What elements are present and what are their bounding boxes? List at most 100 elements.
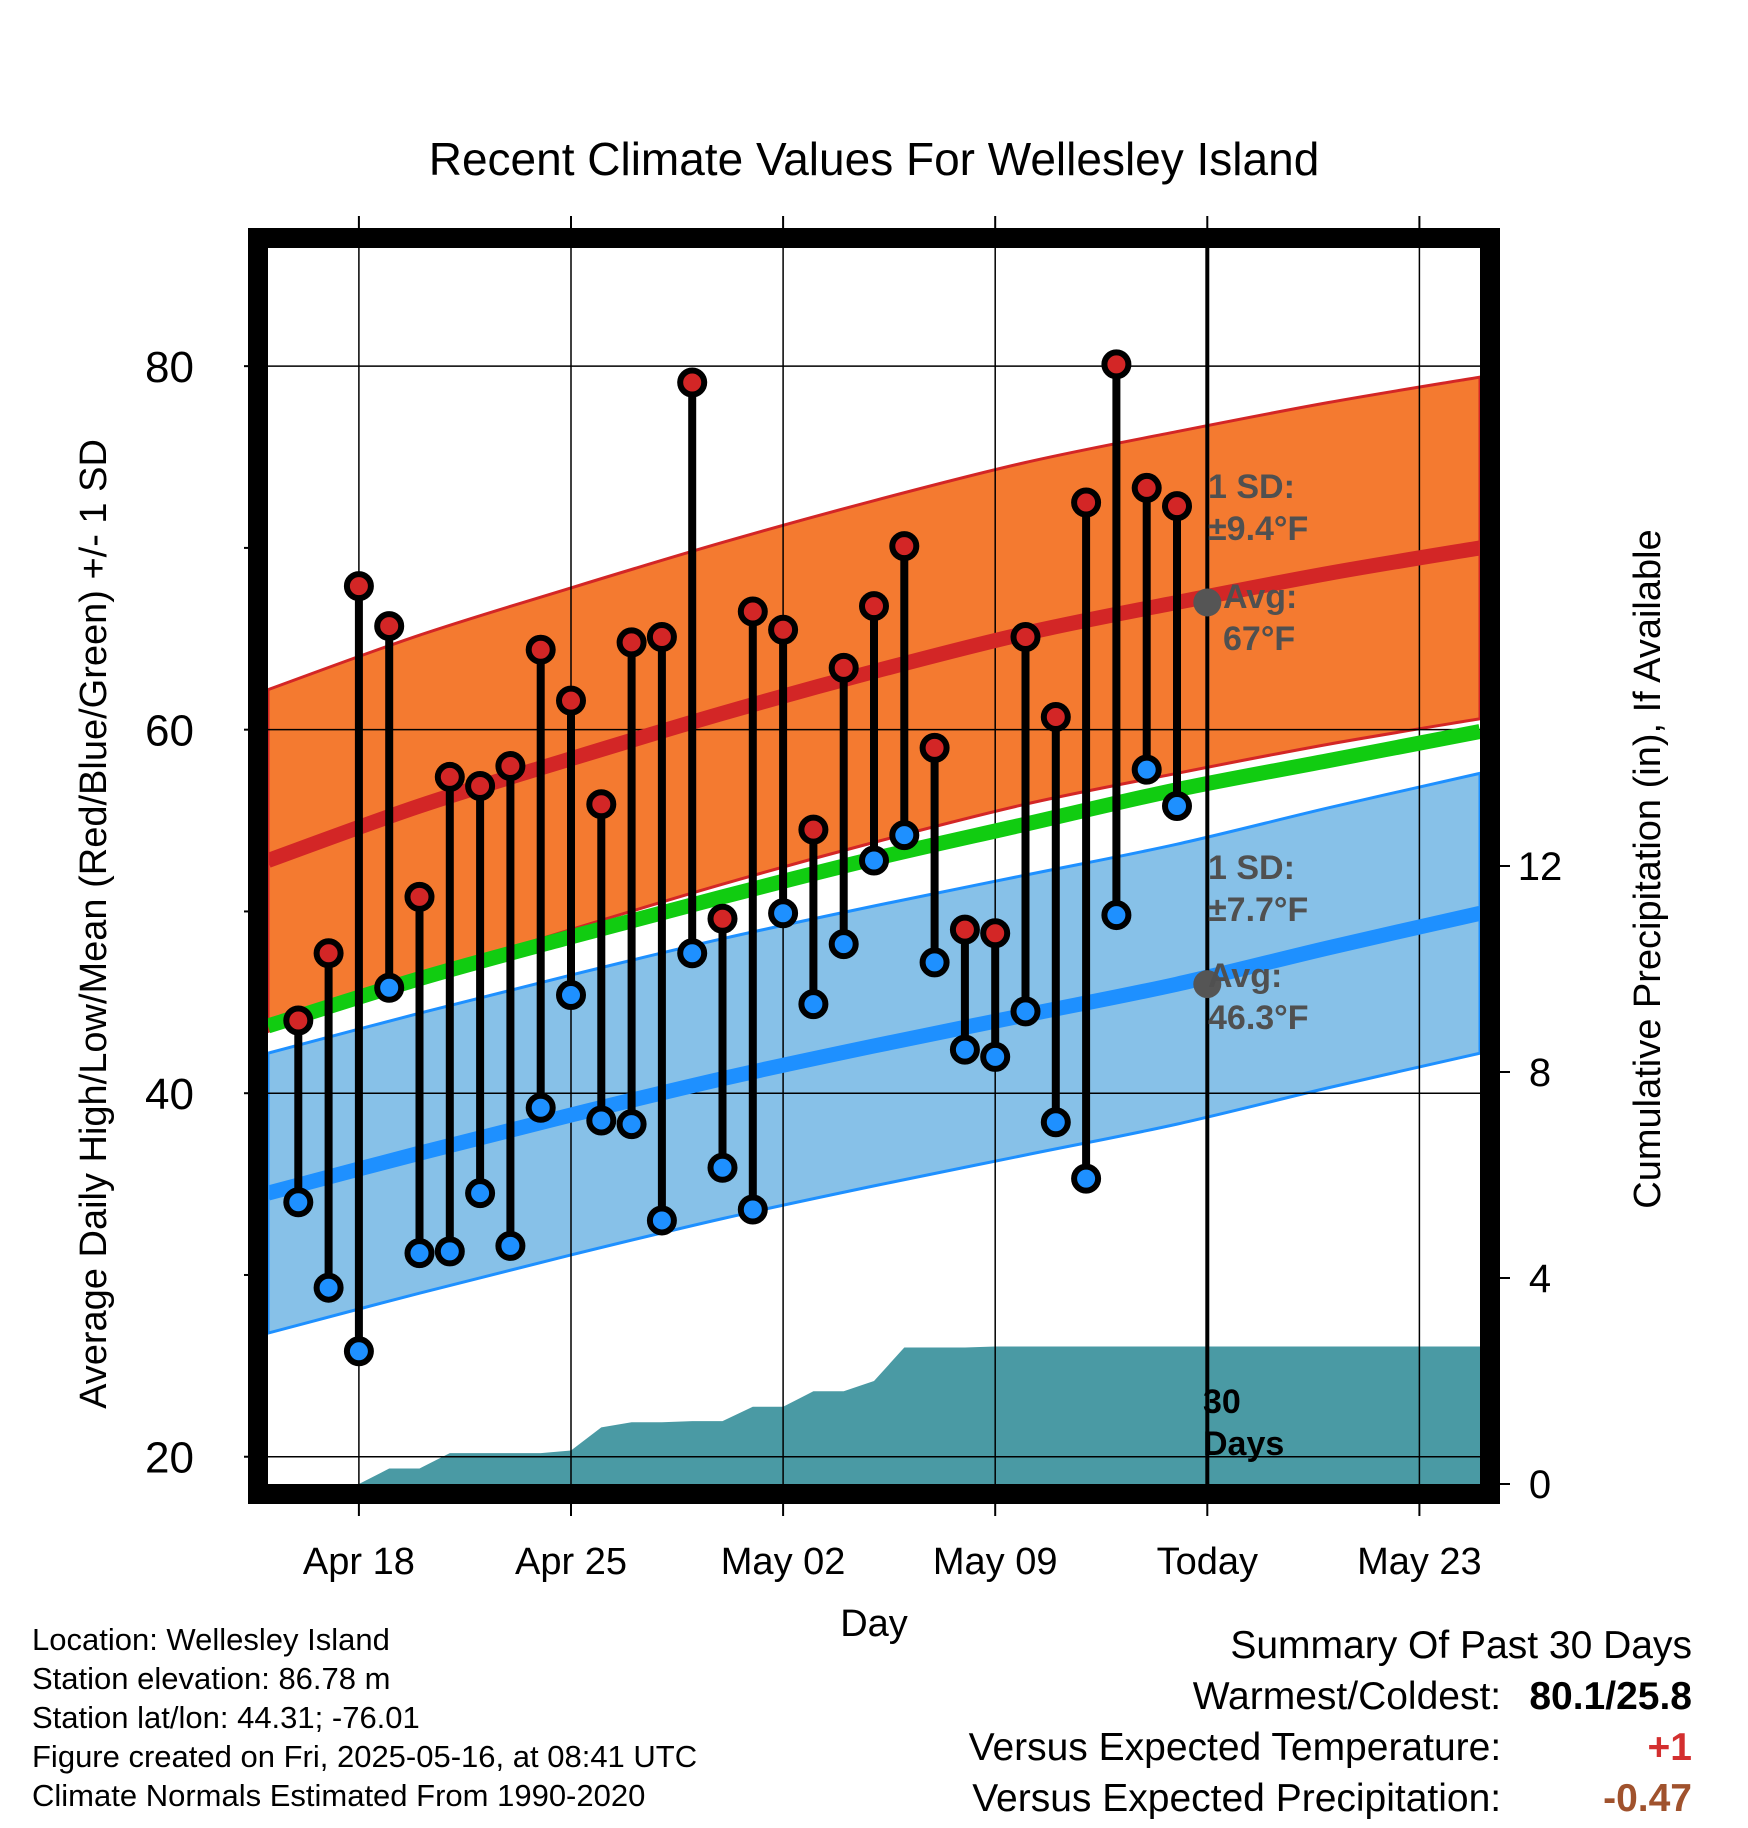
daily-high-point	[404, 881, 435, 912]
x-tick-label: May 09	[933, 1541, 1058, 1583]
today-avg-high-marker	[1193, 588, 1222, 617]
high-sd-value: ±9.4°F	[1208, 510, 1308, 548]
high-sd-label: 1 SD:	[1208, 468, 1295, 506]
daily-high-point	[343, 571, 374, 602]
x-tick-label: Apr 18	[303, 1541, 415, 1583]
x-tick-label: Today	[1157, 1541, 1258, 1583]
daily-high-point	[1131, 472, 1162, 503]
daily-low-point	[495, 1230, 526, 1261]
daily-high-point	[495, 751, 526, 782]
y2-tick-label: 4	[1529, 1257, 1551, 1301]
summary-title: Summary Of Past 30 Days	[1230, 1624, 1692, 1667]
chart-title: Recent Climate Values For Wellesley Isla…	[429, 133, 1320, 185]
daily-high-point	[1071, 487, 1102, 518]
daily-low-point	[404, 1238, 435, 1269]
daily-high-point	[889, 531, 920, 562]
precip-value: -0.47	[1603, 1777, 1692, 1820]
today-avg-low-marker	[1193, 970, 1222, 999]
y2-tick-label: 12	[1518, 845, 1563, 889]
low-avg-value: 46.3°F	[1208, 999, 1309, 1037]
summary-precip: Versus Expected Precipitation: -0.47	[969, 1773, 1692, 1824]
temp-label: Versus Expected Temperature:	[968, 1726, 1502, 1769]
daily-low-point	[919, 947, 950, 978]
daily-high-point	[283, 1005, 314, 1036]
daily-low-point	[313, 1272, 344, 1303]
daily-high-point	[828, 652, 859, 683]
daily-low-point	[1101, 900, 1132, 931]
daily-low-point	[343, 1336, 374, 1367]
high-avg-value: 67°F	[1223, 620, 1295, 658]
low-sd-label: 1 SD:	[1208, 849, 1295, 887]
daily-low-point	[646, 1205, 677, 1236]
daily-high-point	[768, 614, 799, 645]
daily-low-point	[616, 1109, 647, 1140]
daily-low-point	[677, 938, 708, 969]
daily-high-point	[525, 634, 556, 665]
daily-high-point	[949, 914, 980, 945]
location-text: Location: Wellesley Island	[32, 1622, 390, 1657]
daily-low-point	[707, 1152, 738, 1183]
daily-high-point	[465, 771, 496, 802]
y-tick-label: 40	[145, 1070, 194, 1119]
daily-high-point	[798, 814, 829, 845]
low-avg-label: Avg:	[1208, 957, 1282, 995]
daily-high-point	[374, 611, 405, 642]
daily-high-point	[737, 596, 768, 627]
daily-low-point	[768, 898, 799, 929]
daily-high-point	[707, 903, 738, 934]
daily-low-point	[980, 1041, 1011, 1072]
daily-high-point	[980, 918, 1011, 949]
daily-high-point	[616, 627, 647, 658]
created-text: Figure created on Fri, 2025-05-16, at 08…	[32, 1739, 698, 1774]
daily-high-point	[677, 367, 708, 398]
precip-area	[268, 1346, 1480, 1484]
plot-clip-group	[268, 248, 1480, 1484]
y2-tick-label: 0	[1529, 1463, 1551, 1507]
daily-low-point	[283, 1187, 314, 1218]
daily-low-point	[828, 929, 859, 960]
summary-warm-cold: Warmest/Coldest: 80.1/25.8	[969, 1671, 1692, 1722]
days-word-label: Days	[1203, 1425, 1284, 1463]
daily-low-point	[525, 1092, 556, 1123]
daily-low-point	[1162, 791, 1192, 822]
daily-high-point	[556, 685, 586, 716]
summary-panel: Summary Of Past 30 Days Warmest/Coldest:…	[969, 1620, 1692, 1824]
x-tick-label: May 23	[1357, 1541, 1482, 1583]
x-axis-label: Day	[840, 1603, 908, 1645]
daily-low-point	[889, 820, 920, 851]
daily-high-point	[1101, 349, 1132, 380]
high-avg-label: Avg:	[1223, 578, 1297, 616]
daily-high-point	[1010, 621, 1041, 652]
y-tick-label: 20	[145, 1434, 194, 1483]
daily-low-point	[1040, 1107, 1071, 1138]
days-count-label: 30	[1203, 1383, 1241, 1421]
daily-low-point	[949, 1034, 980, 1065]
daily-high-point	[1162, 491, 1192, 522]
daily-low-point	[737, 1194, 768, 1225]
daily-low-point	[1071, 1163, 1102, 1194]
x-tick-label: Apr 25	[515, 1541, 627, 1583]
plot-area: 1 SD: ±9.4°F Avg: 67°F 1 SD: ±7.7°F Avg: 46.3°F…	[145, 216, 1562, 1583]
latlon-text: Station lat/lon: 44.31; -76.01	[32, 1700, 420, 1735]
y-tick-label: 60	[145, 707, 194, 756]
daily-high-point	[586, 789, 617, 820]
avg-low-line	[268, 905, 1480, 1201]
low-sd-value: ±7.7°F	[1208, 891, 1308, 929]
daily-high-point	[859, 591, 889, 622]
daily-low-point	[798, 989, 829, 1020]
daily-low-point	[465, 1178, 496, 1209]
daily-low-point	[586, 1105, 617, 1136]
daily-low-point	[1010, 996, 1041, 1027]
y-axis-label: Average Daily High/Low/Mean (Red/Blue/Gr…	[73, 439, 115, 1409]
daily-high-point	[1040, 701, 1071, 732]
x-tick-label: May 02	[721, 1541, 846, 1583]
temp-value: +1	[1647, 1726, 1692, 1769]
warm-cold-label: Warmest/Coldest:	[1192, 1675, 1502, 1718]
summary-temp: Versus Expected Temperature: +1	[969, 1722, 1692, 1773]
elevation-text: Station elevation: 86.78 m	[32, 1661, 391, 1696]
warm-cold-value: 80.1/25.8	[1529, 1675, 1692, 1718]
daily-low-point	[374, 972, 405, 1003]
daily-low-point	[859, 845, 889, 876]
daily-high-point	[434, 761, 465, 792]
